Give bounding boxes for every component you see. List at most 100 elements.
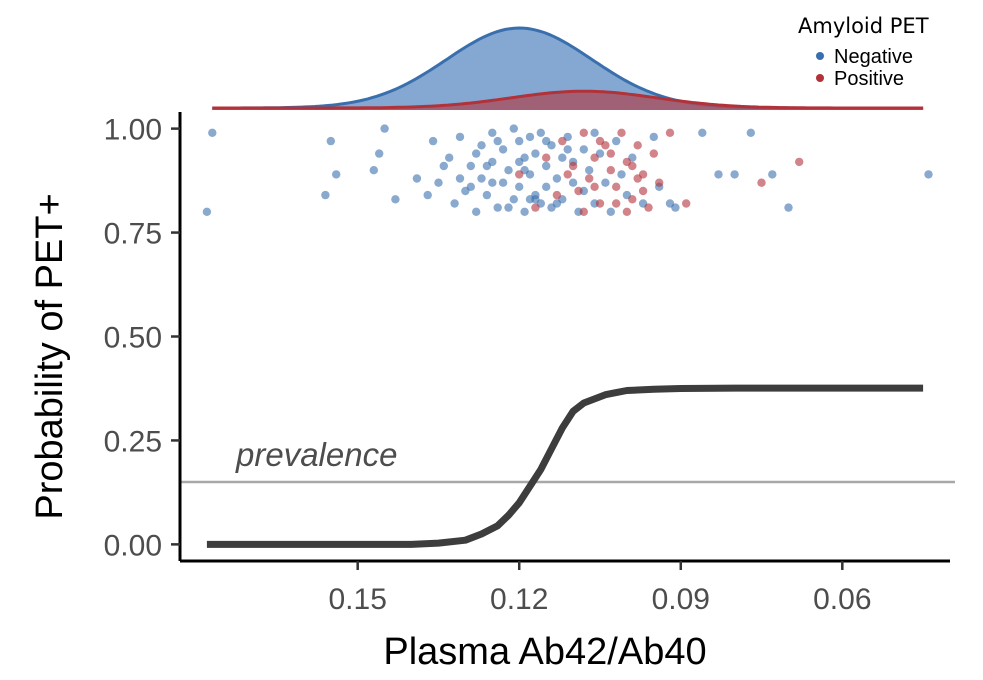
- point-negative: [472, 149, 481, 158]
- point-negative: [498, 145, 508, 154]
- legend-key-negative: [816, 52, 824, 60]
- y-ticks: 0.00 0.25 0.50 0.75 1.00: [104, 114, 180, 562]
- point-positive: [612, 199, 621, 208]
- point-negative: [321, 190, 330, 200]
- point-positive: [590, 153, 599, 162]
- point-positive: [579, 207, 588, 216]
- legend-label-positive: Positive: [834, 68, 904, 90]
- point-negative: [509, 124, 518, 133]
- prevalence-label: prevalence: [235, 436, 397, 473]
- point-negative: [649, 132, 658, 142]
- point-positive: [617, 128, 626, 137]
- point-negative: [466, 161, 475, 171]
- point-positive: [579, 128, 588, 137]
- x-tick-label: 0.12: [490, 583, 548, 616]
- point-positive: [655, 178, 664, 187]
- point-negative: [784, 203, 793, 212]
- point-negative: [439, 161, 448, 171]
- point-negative: [515, 157, 524, 167]
- point-positive: [612, 182, 621, 191]
- point-negative: [445, 153, 454, 162]
- point-negative: [488, 178, 497, 187]
- point-negative: [617, 170, 626, 179]
- point-negative: [558, 153, 567, 162]
- y-tick-label: 1.00: [104, 114, 162, 147]
- x-tick-label: 0.06: [813, 583, 871, 616]
- point-negative: [542, 182, 551, 191]
- point-positive: [606, 166, 615, 175]
- point-positive: [757, 178, 766, 187]
- point-negative: [423, 190, 432, 200]
- point-negative: [606, 207, 615, 216]
- x-tick-label: 0.15: [328, 583, 386, 616]
- point-positive: [622, 207, 632, 216]
- density-layer: [212, 26, 924, 110]
- point-negative: [714, 170, 723, 179]
- point-negative: [455, 174, 465, 183]
- legend-title: Amyloid PET: [798, 14, 929, 38]
- point-negative: [504, 203, 513, 212]
- point-negative: [493, 136, 502, 146]
- point-negative: [326, 136, 335, 146]
- axes: [178, 112, 950, 563]
- point-negative: [515, 136, 524, 146]
- point-positive: [515, 170, 524, 179]
- point-negative: [525, 132, 535, 142]
- point-negative: [412, 174, 422, 183]
- point-negative: [369, 166, 378, 175]
- y-tick-label: 0.75: [104, 218, 162, 251]
- y-tick-label: 0.25: [104, 425, 162, 458]
- density-fill-positive: [212, 91, 924, 110]
- point-negative: [498, 178, 508, 187]
- point-negative: [504, 166, 513, 175]
- point-negative: [746, 128, 755, 137]
- point-negative: [730, 170, 739, 179]
- point-negative: [590, 128, 599, 137]
- point-negative: [671, 203, 680, 212]
- point-negative: [380, 124, 389, 133]
- x-axis-title: Plasma Ab42/Ab40: [383, 631, 706, 673]
- point-negative: [332, 170, 341, 179]
- point-negative: [542, 161, 551, 171]
- point-negative: [450, 199, 459, 208]
- point-negative: [434, 178, 443, 187]
- point-negative: [466, 182, 475, 191]
- point-positive: [649, 149, 658, 158]
- point-negative: [536, 128, 545, 137]
- point-negative: [612, 136, 621, 146]
- point-negative: [477, 141, 486, 150]
- point-negative: [455, 132, 465, 142]
- point-negative: [563, 145, 572, 154]
- point-positive: [644, 203, 653, 212]
- point-positive: [558, 136, 567, 146]
- point-negative: [477, 174, 486, 183]
- y-tick-label: 0.50: [104, 322, 162, 355]
- point-negative: [515, 182, 524, 191]
- point-negative: [568, 178, 578, 187]
- point-negative: [601, 178, 610, 187]
- point-positive: [531, 203, 540, 212]
- probability-curve: [206, 384, 924, 548]
- point-positive: [552, 190, 562, 200]
- point-negative: [208, 128, 217, 137]
- point-negative: [542, 136, 551, 146]
- x-tick-label: 0.09: [652, 583, 710, 616]
- point-negative: [924, 170, 933, 179]
- point-negative: [768, 170, 777, 179]
- point-negative: [509, 195, 518, 204]
- point-negative: [472, 207, 481, 216]
- point-positive: [628, 195, 637, 204]
- point-positive: [595, 199, 605, 208]
- point-negative: [391, 195, 400, 204]
- point-negative: [552, 199, 562, 208]
- point-negative: [375, 149, 384, 158]
- curve-layer: [206, 384, 924, 548]
- point-negative: [698, 128, 707, 137]
- legend-label-negative: Negative: [834, 46, 913, 68]
- points-layer: [202, 124, 933, 216]
- density-fill-negative: [212, 28, 924, 110]
- point-positive: [563, 170, 572, 179]
- point-negative: [585, 166, 594, 175]
